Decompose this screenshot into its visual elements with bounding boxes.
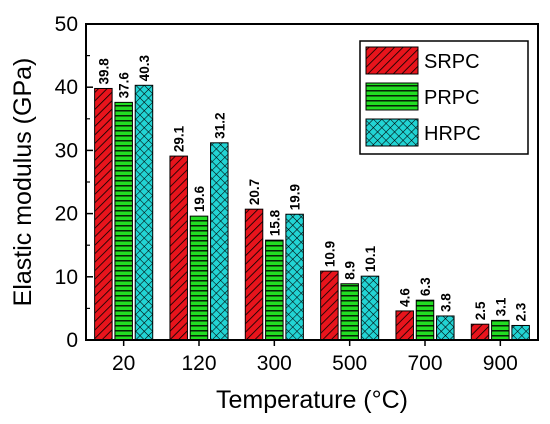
data-label-hrpc-900: 2.3	[514, 302, 529, 321]
bar-srpc-300	[244, 208, 264, 341]
y-axis-title: Elastic modulus (GPa)	[9, 58, 37, 307]
y-tick-label: 40	[55, 76, 78, 99]
y-tick-label: 30	[55, 139, 78, 162]
x-tick-label: 700	[407, 352, 442, 375]
bar-srpc-900	[470, 323, 490, 341]
y-tick-label: 20	[55, 203, 78, 226]
data-label-prpc-300: 15.8	[267, 209, 282, 236]
data-label-hrpc-500: 10.1	[363, 245, 378, 272]
x-tick-label: 120	[181, 352, 216, 375]
bar-hrpc-20	[134, 84, 154, 341]
bar-srpc-700	[395, 310, 414, 341]
bar-srpc-20	[94, 87, 113, 341]
bar-prpc-500	[340, 283, 359, 341]
data-label-srpc-500: 10.9	[322, 241, 337, 267]
x-tick-label: 20	[112, 352, 135, 375]
legend-label-srpc: SRPC	[424, 51, 480, 73]
data-label-hrpc-300: 19.9	[288, 184, 303, 210]
data-label-srpc-120: 29.1	[172, 125, 187, 152]
data-labels-layer: 39.8 37.6 40.3 29.1 19.6 31.2 20.7 15.8 19.9 10.9…	[96, 55, 528, 322]
legend-label-prpc: PRPC	[424, 87, 480, 109]
bar-hrpc-500	[360, 275, 380, 341]
x-axis-title: Temperature (°C)	[216, 386, 408, 414]
data-label-prpc-120: 19.6	[192, 185, 207, 212]
x-tick-label: 900	[483, 352, 518, 375]
data-label-prpc-700: 6.3	[418, 277, 433, 296]
data-label-prpc-500: 8.9	[343, 261, 358, 280]
data-label-hrpc-20: 40.3	[137, 55, 152, 82]
bar-srpc-120	[169, 155, 188, 341]
data-label-srpc-900: 2.5	[473, 301, 488, 320]
y-tick-label: 10	[55, 266, 78, 289]
legend-swatch-hrpc	[365, 118, 419, 147]
data-label-srpc-300: 20.7	[247, 179, 262, 205]
data-label-prpc-900: 3.1	[493, 297, 508, 316]
data-label-hrpc-700: 3.8	[438, 293, 453, 312]
x-axis: 20 120 300 500 700 900	[112, 340, 518, 375]
bar-prpc-20	[114, 101, 133, 341]
legend-swatch-srpc	[365, 46, 419, 75]
bar-prpc-120	[189, 215, 209, 341]
bar-prpc-700	[415, 299, 435, 341]
data-label-srpc-20: 39.8	[96, 58, 111, 85]
y-tick-label: 0	[66, 329, 78, 352]
legend-label-hrpc: HRPC	[424, 123, 481, 145]
data-label-hrpc-120: 31.2	[212, 113, 227, 139]
legend-swatch-prpc	[365, 82, 419, 111]
bar-prpc-300	[265, 239, 284, 341]
bar-hrpc-700	[436, 315, 455, 341]
y-axis: 0 10 20 30 40 50	[55, 13, 93, 352]
bar-srpc-500	[320, 270, 339, 341]
data-label-srpc-700: 4.6	[398, 288, 413, 307]
data-label-prpc-20: 37.6	[117, 72, 132, 99]
bar-hrpc-900	[511, 324, 530, 341]
bar-hrpc-300	[285, 213, 304, 341]
legend: SRPC PRPC HRPC	[359, 40, 529, 155]
bar-hrpc-120	[210, 142, 229, 341]
x-tick-label: 500	[332, 352, 367, 375]
bars-layer	[94, 84, 530, 341]
y-tick-label: 50	[55, 13, 78, 36]
x-tick-label: 300	[257, 352, 292, 375]
bar-prpc-900	[491, 319, 510, 341]
